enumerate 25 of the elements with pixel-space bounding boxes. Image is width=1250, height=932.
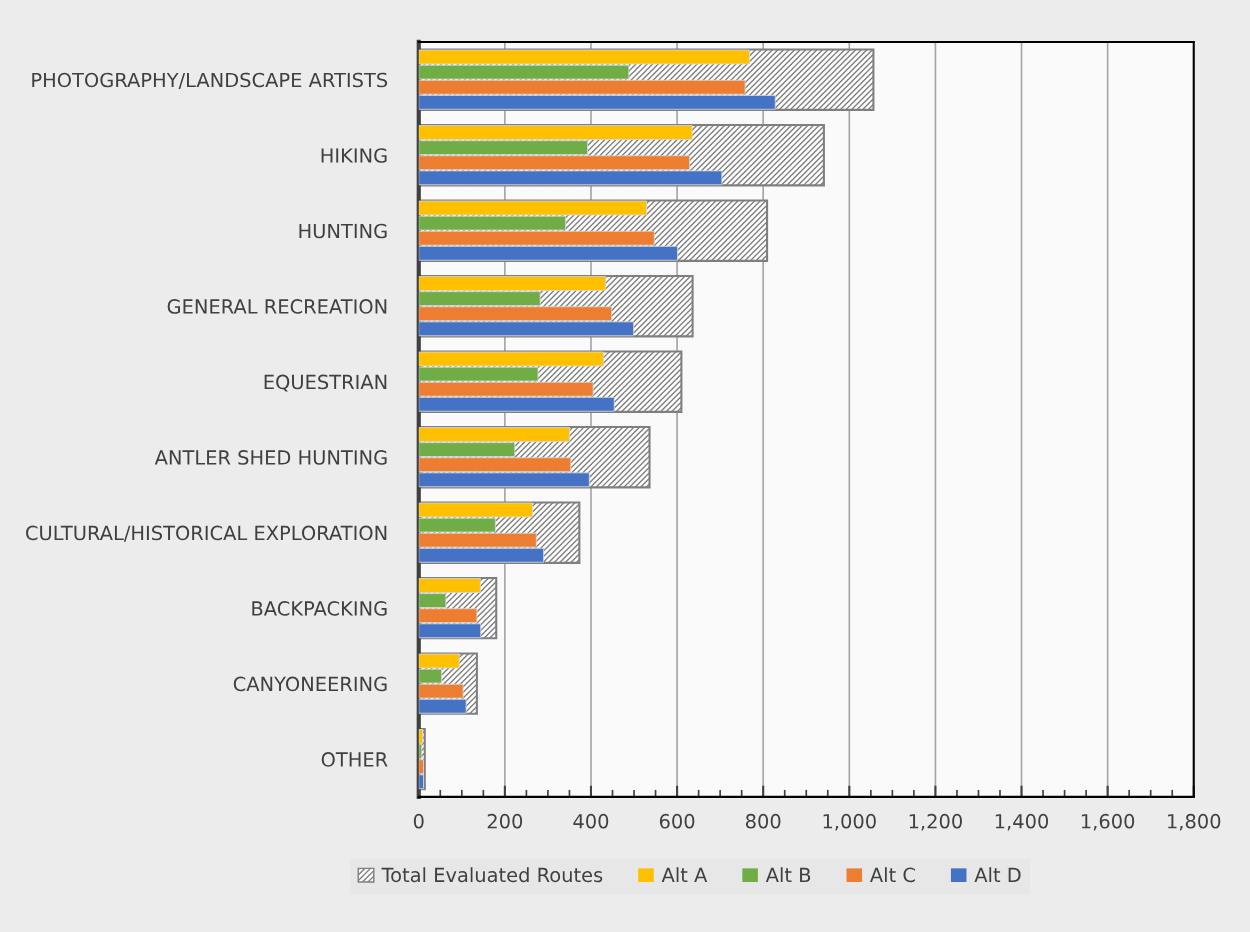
legend-label: Alt C (870, 867, 915, 883)
legend-label: Total Evaluated Routes (381, 867, 603, 883)
y-tick-label: CANYONEERING (233, 676, 387, 692)
x-tick-label: 1,600 (1081, 813, 1135, 831)
legend-label: Alt B (765, 867, 811, 882)
legend-label: Alt D (974, 867, 1021, 882)
y-tick-label: HUNTING (299, 223, 387, 239)
x-tick-label: 200 (487, 813, 523, 829)
x-tick-label: 600 (659, 813, 695, 829)
x-tick-label: 800 (745, 813, 781, 829)
x-tick-label: 1,400 (995, 813, 1049, 831)
y-tick-label: ANTLER SHED HUNTING (154, 450, 387, 465)
y-tick-label: HIKING (321, 148, 387, 163)
x-tick-label: 1,000 (823, 813, 876, 831)
x-tick-label: 1,200 (909, 813, 962, 831)
y-tick-label: EQUESTRIAN (264, 374, 387, 392)
y-tick-label: GENERAL RECREATION (167, 299, 387, 314)
y-tick-label: OTHER (321, 752, 388, 767)
y-tick-label: BACKPACKING (252, 601, 387, 616)
x-tick-label: 1,800 (1168, 813, 1221, 831)
y-tick-label: PHOTOGRAPHY/LANDSCAPE ARTISTS (32, 72, 388, 89)
legend-label: Alt A (661, 867, 708, 882)
x-tick-label: 400 (573, 813, 609, 829)
y-tick-label: CULTURAL/HISTORICAL EXPLORATION (26, 525, 387, 542)
x-tick-label: 0 (413, 813, 424, 829)
